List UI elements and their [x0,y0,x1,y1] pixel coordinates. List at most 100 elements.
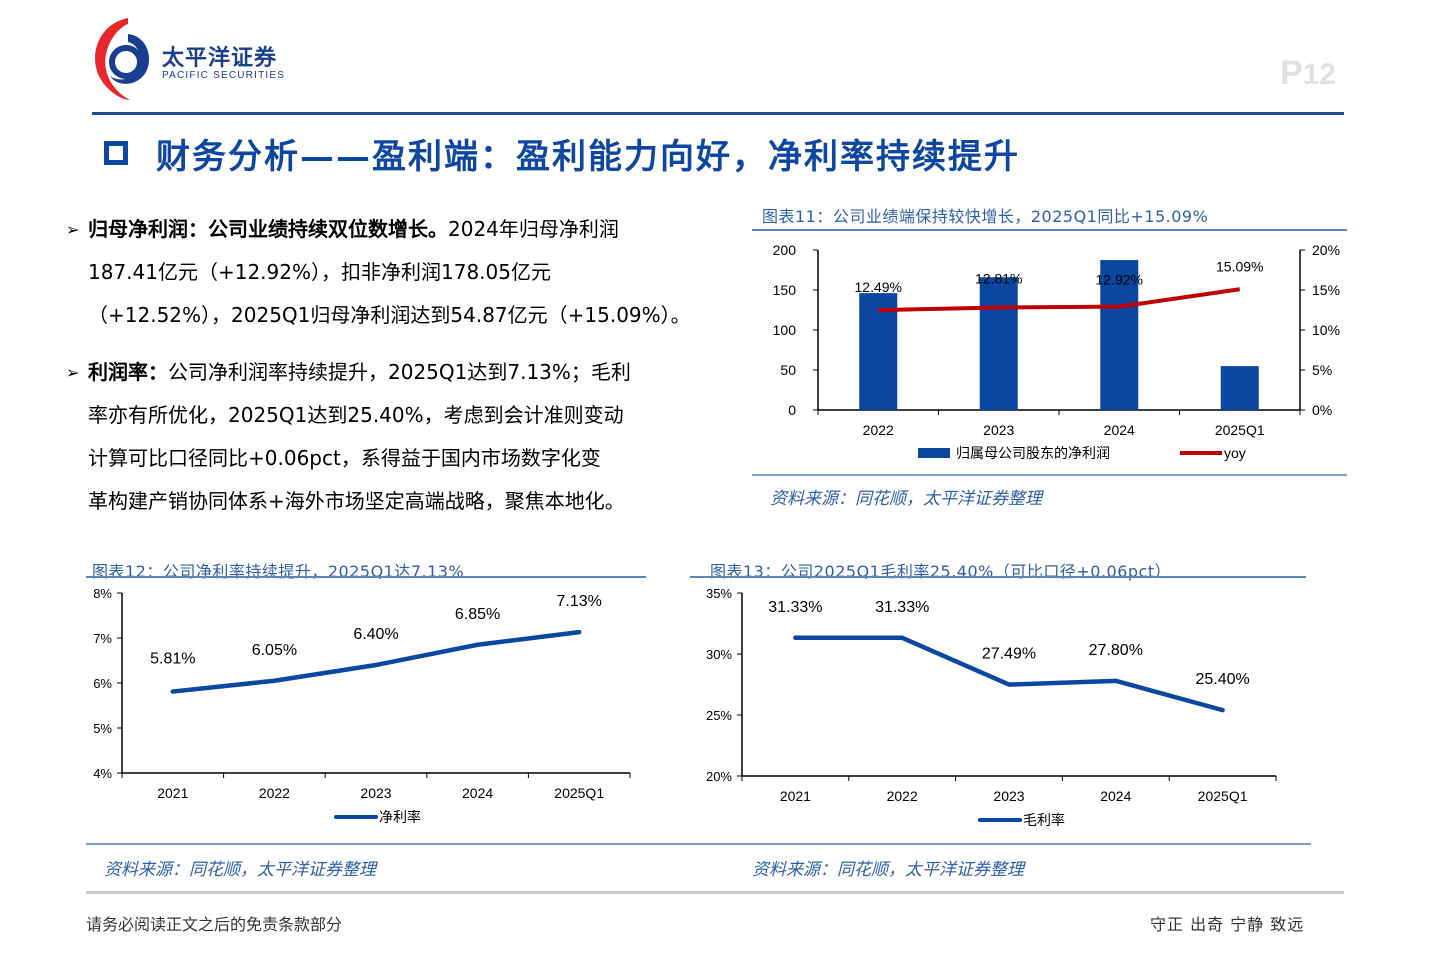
chart12-data-label: 6.05% [252,642,297,659]
chart12-y-tick-label: 8% [93,586,112,601]
bullet-margin: ➢ 利润率：公司净利润率持续提升，2025Q1达到7.13%；毛利 率亦有所优化… [66,351,756,523]
chart13-x-tick-label: 2024 [1100,788,1131,804]
chart13-y-tick-label: 25% [706,708,732,723]
chart11-yoy-line [878,287,1241,313]
chart13-data-label: 27.80% [1089,642,1143,659]
chart12-title: 图表12：公司净利率持续提升，2025Q1达7.13% [92,562,465,581]
chart11-left-tick-label: 0 [788,402,796,418]
chart13-gross-margin: 20% 25% 30% 35% 2021 2022 2023 2024 2025Q1 31.33%… [706,586,1277,828]
section-title: 财务分析——盈利端：盈利能力向好，净利率持续提升 [104,128,1020,178]
chart12-data-label: 5.81% [150,651,195,668]
chart11-left-tick-label: 200 [773,242,797,258]
chart11-data-label: 12.81% [975,271,1022,287]
bullet-text: 革构建产销协同体系+海外市场坚定高端战略，聚焦本地化。 [88,489,625,513]
chart13-x-tick-label: 2021 [780,788,811,804]
chart11-bar [1100,260,1139,410]
chart12-x-tick-label: 2024 [462,785,493,801]
footer-disclaimer: 请务必阅读正文之后的免责条款部分 [86,915,343,934]
section-title-text: 财务分析——盈利端：盈利能力向好，净利率持续提升 [156,136,1020,177]
bullet-label: 利润率： [88,360,168,384]
chart11-profit-yoy: 0 50 100 150 200 0% 5% 10% 15% 20% 2022 2023 2024 202… [773,242,1340,461]
page-number-value: 12 [1302,58,1337,91]
chart13-series-line [793,635,1225,713]
arrow-bullet-icon: ➢ [66,220,80,239]
charts-source-rule [86,843,1311,845]
chart11-right-tick-label: 20% [1312,242,1340,258]
chart12-x-tick-label: 2023 [360,785,391,801]
chart12-y-tick-label: 7% [93,631,112,646]
square-bullet-icon [104,141,128,165]
bullet-text: （+12.52%），2025Q1归母净利润达到54.87亿元（+15.09%）。 [88,303,691,327]
bullet-label: 归母净利润：公司业绩持续双位数增长。 [88,217,448,241]
chart12-x-tick-label: 2025Q1 [554,785,604,801]
chart13-y-tick-label: 35% [706,586,732,601]
chart12-data-label: 6.85% [455,606,500,623]
chart13-data-label: 27.49% [982,646,1036,663]
header-divider [92,112,1344,115]
chart11-legend-line-label: yoy [1224,445,1246,461]
chart11-left-tick-label: 50 [780,362,796,378]
chart11-source-rule [752,474,1347,476]
page-prefix: P [1280,54,1303,92]
bullet-text: 公司净利润率持续提升，2025Q1达到7.13%；毛利 [168,360,631,384]
chart13-x-tick-label: 2022 [887,788,918,804]
chart13-title-rule [690,576,1306,578]
logo-icon [95,18,150,100]
chart13-x-tick-label: 2023 [993,788,1024,804]
chart13-data-label: 31.33% [875,599,929,616]
bullet-text: 187.41亿元（+12.92%），扣非净利润178.05亿元 [88,260,551,284]
chart11-source: 资料来源：同花顺，太平洋证券整理 [770,489,1042,509]
chart11-x-tick-label: 2023 [983,422,1014,438]
chart12-x-tick-label: 2022 [259,785,290,801]
chart13-x-tick-label: 2025Q1 [1198,788,1248,804]
chart11-x-tick-label: 2025Q1 [1215,422,1265,438]
chart11-bar [979,277,1018,410]
chart13-y-tick-label: 20% [706,769,732,784]
chart12-net-margin: 4% 5% 6% 7% 8% 2021 2022 2023 2024 2025Q1 5.81% 6.0… [93,586,631,825]
chart12-series-line [170,629,582,694]
page-number: P12 [1280,54,1336,93]
chart12-source: 资料来源：同花顺，太平洋证券整理 [104,860,376,880]
chart11-x-tick-label: 2024 [1104,422,1135,438]
chart11-bar [1220,366,1259,410]
chart11-legend-bar-label: 归属母公司股东的净利润 [956,445,1110,461]
chart11-right-tick-label: 0% [1312,402,1332,418]
bullet-list: ➢ 归母净利润：公司业绩持续双位数增长。2024年归母净利润 187.41亿元（… [66,208,756,537]
chart13-data-label: 25.40% [1195,671,1249,688]
bullet-net-profit: ➢ 归母净利润：公司业绩持续双位数增长。2024年归母净利润 187.41亿元（… [66,208,756,337]
footer-divider [86,891,1344,894]
chart12-y-tick-label: 5% [93,721,112,736]
company-logo: 太平洋证券 PACIFIC SECURITIES [88,16,308,102]
chart12-y-tick-label: 4% [93,766,112,781]
chart11-left-tick-label: 150 [773,282,797,298]
chart13-title: 图表13：公司2025Q1毛利率25.40%（可比口径+0.06pct） [710,562,1172,581]
bullet-text: 计算可比口径同比+0.06pct，系得益于国内市场数字化变 [88,446,601,470]
chart13-source: 资料来源：同花顺，太平洋证券整理 [752,860,1024,880]
chart12-legend-label: 净利率 [379,809,421,825]
chart11-data-label: 12.92% [1096,272,1143,288]
chart11-legend-bar-swatch [918,448,950,458]
chart11-data-label: 15.09% [1216,258,1263,274]
chart12-data-label: 6.40% [353,626,398,643]
bullet-text: 2024年归母净利润 [448,217,619,241]
chart13-legend-label: 毛利率 [1023,812,1065,828]
chart11-right-tick-label: 5% [1312,362,1332,378]
logo-chinese-name: 太平洋证券 [162,46,278,71]
chart11-data-label: 12.49% [855,279,902,295]
arrow-bullet-icon: ➢ [66,363,80,382]
bullet-text: 率亦有所优化，2025Q1达到25.40%，考虑到会计准则变动 [88,403,624,427]
chart12-y-tick-label: 6% [93,676,112,691]
chart12-title-rule [86,576,646,578]
chart11-right-tick-label: 15% [1312,282,1340,298]
chart11-title: 图表11：公司业绩端保持较快增长，2025Q1同比+15.09% [762,207,1209,226]
logo-english-name: PACIFIC SECURITIES [162,70,286,81]
chart13-data-label: 31.33% [768,599,822,616]
chart13-y-tick-label: 30% [706,647,732,662]
footer-motto: 守正 出奇 宁静 致远 [1150,915,1305,934]
chart11-title-rule [752,229,1347,231]
chart11-left-tick-label: 100 [773,322,797,338]
chart11-right-tick-label: 10% [1312,322,1340,338]
chart11-x-tick-label: 2022 [863,422,894,438]
chart11-bar [859,293,898,410]
chart12-x-tick-label: 2021 [157,785,188,801]
